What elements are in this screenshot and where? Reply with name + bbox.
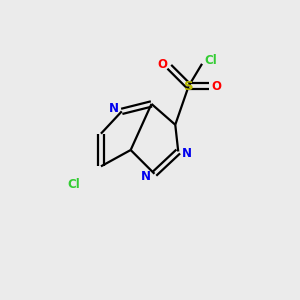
Text: N: N	[141, 170, 151, 183]
Text: Cl: Cl	[67, 178, 80, 191]
Text: Cl: Cl	[204, 54, 217, 67]
Text: N: N	[108, 102, 118, 115]
Text: O: O	[158, 58, 168, 71]
Text: N: N	[182, 147, 192, 161]
Text: S: S	[184, 80, 194, 93]
Text: O: O	[211, 80, 221, 93]
